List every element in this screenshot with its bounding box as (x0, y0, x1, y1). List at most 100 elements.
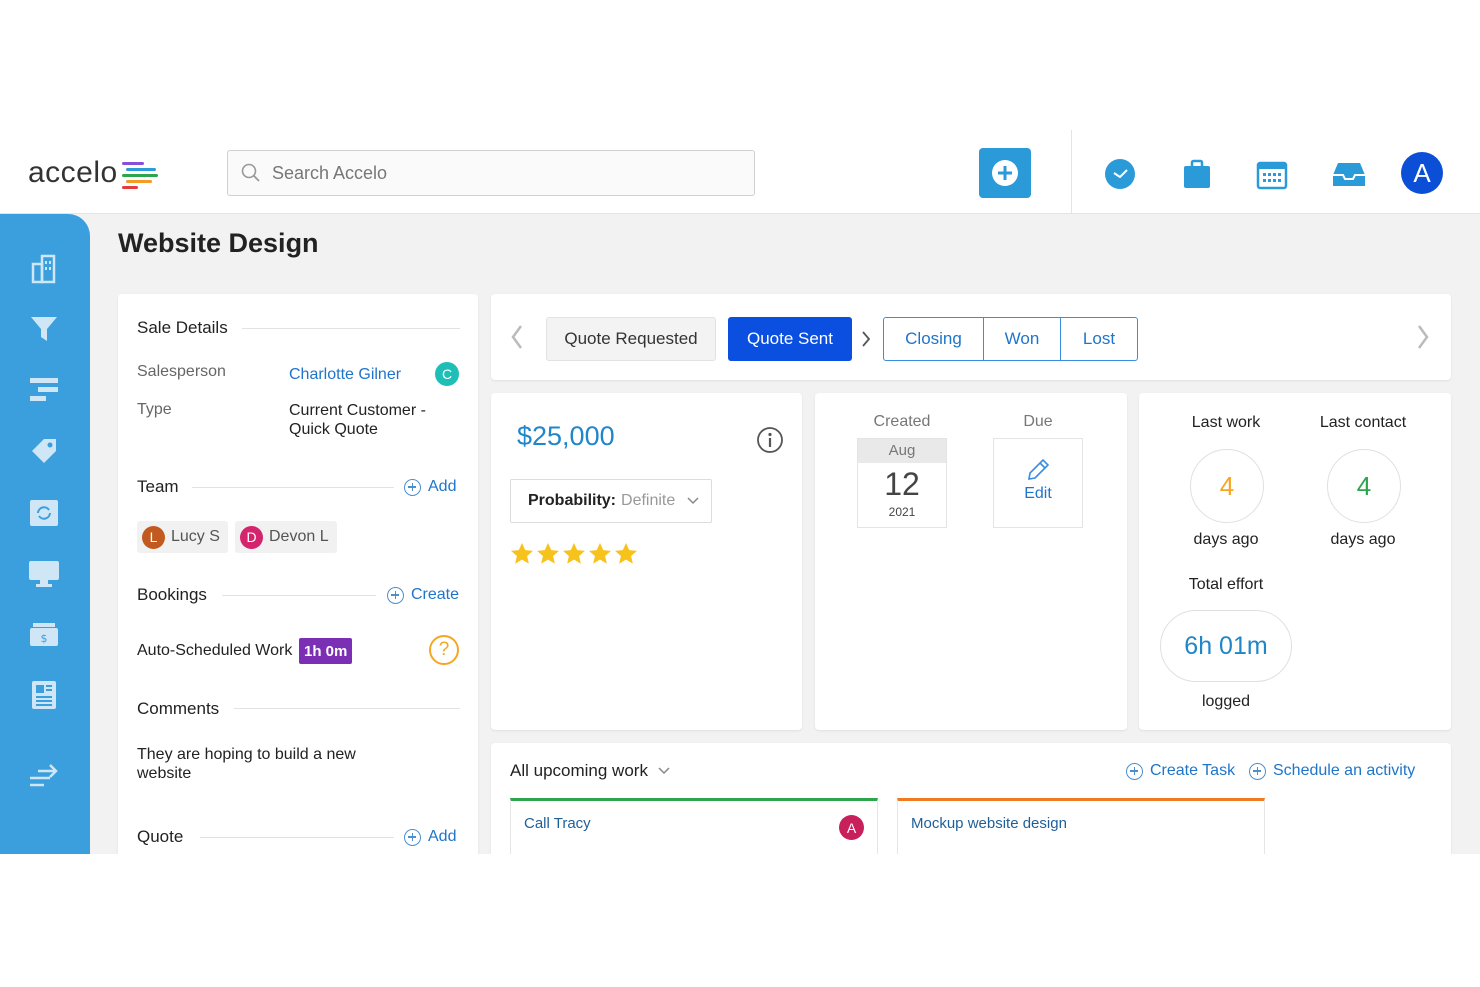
logo-mark-icon (121, 157, 162, 189)
add-quote-button[interactable]: Add (404, 828, 456, 846)
created-date: Aug 12 2021 (857, 438, 947, 528)
last-work-label: Last work (1191, 414, 1261, 431)
booking-label: Auto-Scheduled Work (137, 642, 293, 659)
calendar-button[interactable] (1254, 156, 1290, 192)
type-value-line2: Quick Quote (289, 421, 378, 438)
stage-lost[interactable]: Lost (1060, 317, 1138, 361)
create-task-label: Create Task (1150, 762, 1236, 779)
add-team-button[interactable]: Add (404, 478, 456, 496)
timers-button[interactable] (1102, 156, 1138, 192)
page-title: Website Design (118, 228, 319, 258)
work-card[interactable]: Call Tracy A (510, 798, 878, 854)
work-button[interactable] (1179, 156, 1215, 192)
last-contact-suffix: days ago (1330, 531, 1396, 548)
sidebar-item-sales[interactable] (26, 311, 62, 347)
chevron-left-icon[interactable] (511, 324, 523, 350)
star-icon[interactable] (509, 541, 535, 567)
sidebar-item-projects[interactable] (26, 372, 62, 408)
work-card-title: Call Tracy (524, 815, 591, 832)
team-title: Team (137, 477, 179, 496)
team-member-chip[interactable]: L Lucy S (137, 521, 228, 553)
search-box[interactable] (227, 150, 755, 196)
help-icon[interactable]: ? (429, 635, 459, 665)
create-task-button[interactable]: Create Task (1126, 762, 1235, 780)
svg-text:$: $ (41, 632, 48, 645)
stage-quote-sent[interactable]: Quote Sent (728, 317, 852, 361)
chevron-right-icon[interactable] (1417, 324, 1429, 350)
edit-label: Edit (1024, 485, 1052, 502)
total-effort-value: 6h 01m (1160, 610, 1292, 682)
upcoming-title: All upcoming work (510, 761, 648, 780)
clock-icon (1105, 159, 1135, 189)
plus-icon (992, 160, 1018, 186)
star-icon[interactable] (535, 541, 561, 567)
due-label: Due (1023, 413, 1053, 430)
due-date-edit[interactable]: Edit (993, 438, 1083, 528)
schedule-activity-button[interactable]: Schedule an activity (1249, 762, 1415, 780)
salesperson-link[interactable]: Charlotte Gilner (289, 366, 402, 383)
total-effort-suffix: logged (1201, 693, 1251, 710)
star-icon[interactable] (587, 541, 613, 567)
divider (1071, 130, 1072, 214)
salesperson-avatar[interactable]: C (435, 362, 459, 386)
collapse-icon (30, 764, 58, 787)
team-member-avatar: D (240, 525, 263, 549)
sidebar-item-tickets[interactable] (26, 433, 62, 469)
salesperson-label: Salesperson (137, 363, 226, 380)
sidebar-item-invoices[interactable]: $ (26, 616, 62, 652)
assignee-avatar[interactable]: A (839, 815, 864, 840)
add-icon (387, 586, 404, 604)
sidebar-item-retainers[interactable] (26, 494, 62, 530)
calendar-icon (1256, 161, 1288, 190)
probability-select[interactable]: Probability: Definite (510, 479, 712, 523)
create-booking-button[interactable]: Create (387, 586, 459, 604)
upcoming-filter-dropdown[interactable]: All upcoming work (510, 761, 670, 781)
section-divider (200, 837, 394, 838)
info-icon[interactable] (756, 426, 784, 454)
accelo-logo[interactable]: accelo (28, 156, 162, 190)
star-icon[interactable] (613, 541, 639, 567)
create-booking-label: Create (411, 586, 460, 603)
pencil-icon (1028, 458, 1050, 480)
add-icon (404, 478, 421, 496)
add-icon (1249, 762, 1266, 780)
sidebar-item-collapse[interactable] (26, 757, 62, 793)
invoices-icon: $ (30, 623, 58, 646)
inbox-button[interactable] (1331, 156, 1367, 192)
last-work-value: 4 (1190, 449, 1264, 523)
created-label: Created (873, 413, 931, 430)
sale-value: $25,000 (517, 421, 615, 451)
quick-add-button[interactable] (979, 148, 1031, 198)
section-divider (192, 487, 394, 488)
add-icon (1126, 762, 1143, 780)
sidebar-item-activities[interactable] (26, 555, 62, 591)
team-member-name: Lucy S (171, 528, 220, 545)
type-value-line1: Current Customer - (289, 402, 426, 419)
sidebar: $ (0, 214, 90, 854)
work-card[interactable]: Mockup website design (897, 798, 1265, 854)
sales-funnel-icon (31, 317, 57, 341)
briefcase-icon (1184, 159, 1210, 188)
sidebar-item-reports[interactable] (26, 677, 62, 713)
team-member-chip[interactable]: D Devon L (235, 521, 337, 553)
stage-bar: Quote Requested Quote Sent Closing Won L… (491, 294, 1451, 380)
rating-stars[interactable] (509, 541, 639, 567)
total-effort-label: Total effort (1188, 576, 1264, 593)
app-window: accelo (0, 130, 1480, 854)
sidebar-item-dashboard[interactable] (26, 250, 62, 286)
projects-icon (30, 378, 58, 401)
search-input[interactable] (272, 162, 732, 184)
search-icon (241, 163, 260, 182)
user-avatar[interactable]: A (1401, 152, 1443, 194)
stage-won[interactable]: Won (983, 317, 1061, 361)
star-icon[interactable] (561, 541, 587, 567)
top-bar: accelo (0, 130, 1480, 214)
dashboard-icon (31, 254, 56, 284)
sale-details-panel: Sale Details Salesperson Charlotte Gilne… (118, 294, 478, 854)
add-team-label: Add (428, 478, 457, 495)
team-member-name: Devon L (269, 528, 329, 545)
schedule-activity-label: Schedule an activity (1273, 762, 1416, 779)
activities-icon (29, 561, 59, 587)
stage-quote-requested[interactable]: Quote Requested (546, 317, 716, 361)
stage-closing[interactable]: Closing (883, 317, 984, 361)
